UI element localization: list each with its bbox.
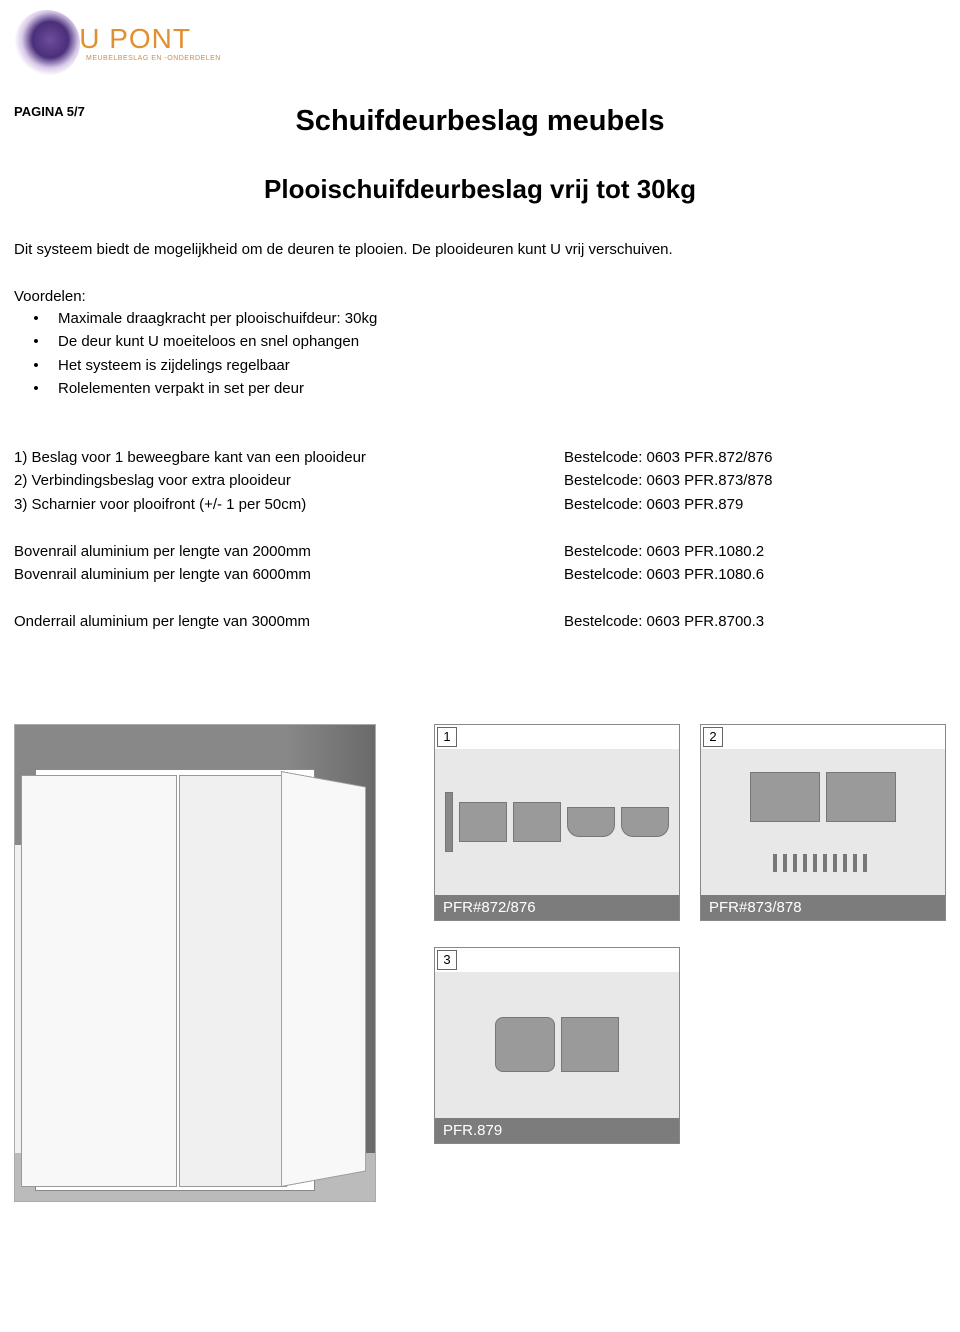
advantage-item: Maximale draagkracht per plooischuifdeur… [14, 307, 946, 330]
hinge-cup-icon [495, 1017, 555, 1072]
part-card: 1 PFR#872/876 [434, 724, 680, 921]
part-number-badge: 2 [703, 727, 723, 747]
allen-key-icon [445, 792, 453, 852]
spec-row: Bovenrail aluminium per lengte van 6000m… [14, 563, 946, 586]
part-card: 3 PFR.879 [434, 947, 680, 1144]
spec-row: 2) Verbindingsbeslag voor extra plooideu… [14, 469, 946, 492]
images-row: 1 PFR#872/876 2 PFR#873/878 [14, 724, 946, 1202]
part-label: PFR#872/876 [435, 895, 679, 920]
screws-icon [773, 854, 873, 872]
part-number-badge: 3 [437, 950, 457, 970]
spec-row: Bovenrail aluminium per lengte van 2000m… [14, 540, 946, 563]
spec-code: Bestelcode: 0603 PFR.873/878 [564, 469, 946, 492]
page-title: Schuifdeurbeslag meubels [14, 105, 946, 138]
spec-group: Bovenrail aluminium per lengte van 2000m… [14, 540, 946, 587]
title-block: Schuifdeurbeslag meubels Plooischuifdeur… [14, 105, 946, 205]
part-card: 2 PFR#873/878 [700, 724, 946, 921]
spec-code: Bestelcode: 0603 PFR.879 [564, 493, 946, 516]
part-image [435, 972, 679, 1118]
spec-code: Bestelcode: 0603 PFR.1080.2 [564, 540, 946, 563]
logo-brand-name: DU PONT [58, 25, 221, 53]
bracket-icon [750, 772, 820, 822]
roller-icon [621, 807, 669, 837]
hardware-block-icon [513, 802, 561, 842]
spec-desc: 1) Beslag voor 1 beweegbare kant van een… [14, 446, 564, 469]
bracket-icon [826, 772, 896, 822]
part-image [435, 749, 679, 895]
spec-row: Onderrail aluminium per lengte van 3000m… [14, 610, 946, 633]
hinge-plate-icon [561, 1017, 619, 1072]
spec-desc: Bovenrail aluminium per lengte van 6000m… [14, 563, 564, 586]
spec-desc: 3) Scharnier voor plooifront (+/- 1 per … [14, 493, 564, 516]
spec-code: Bestelcode: 0603 PFR.8700.3 [564, 610, 946, 633]
spec-desc: 2) Verbindingsbeslag voor extra plooideu… [14, 469, 564, 492]
part-number-badge: 1 [437, 727, 457, 747]
wardrobe-door [179, 775, 287, 1187]
spec-desc: Onderrail aluminium per lengte van 3000m… [14, 610, 564, 633]
logo-text-block: DU PONT MEUBELBESLAG EN -ONDERDELEN [58, 25, 221, 62]
wardrobe-illustration [14, 724, 376, 1202]
advantages-list: Maximale draagkracht per plooischuifdeur… [14, 307, 946, 400]
spec-code: Bestelcode: 0603 PFR.872/876 [564, 446, 946, 469]
part-label: PFR.879 [435, 1118, 679, 1143]
wardrobe-door-open [281, 771, 366, 1187]
advantages-heading: Voordelen: [14, 288, 946, 305]
spec-table: 1) Beslag voor 1 beweegbare kant van een… [14, 446, 946, 634]
hardware-block-icon [459, 802, 507, 842]
page-subtitle: Plooischuifdeurbeslag vrij tot 30kg [14, 174, 946, 205]
spec-row: 1) Beslag voor 1 beweegbare kant van een… [14, 446, 946, 469]
intro-paragraph: Dit systeem biedt de mogelijkheid om de … [14, 239, 946, 260]
logo-tagline: MEUBELBESLAG EN -ONDERDELEN [86, 55, 221, 62]
brand-logo: DU PONT MEUBELBESLAG EN -ONDERDELEN [14, 10, 946, 76]
spec-row: 3) Scharnier voor plooifront (+/- 1 per … [14, 493, 946, 516]
advantage-item: Het systeem is zijdelings regelbaar [14, 354, 946, 377]
spec-group: 1) Beslag voor 1 beweegbare kant van een… [14, 446, 946, 516]
part-image [701, 749, 945, 895]
roller-icon [567, 807, 615, 837]
part-label: PFR#873/878 [701, 895, 945, 920]
advantage-item: De deur kunt U moeiteloos en snel ophang… [14, 330, 946, 353]
spec-desc: Bovenrail aluminium per lengte van 2000m… [14, 540, 564, 563]
catalog-page: DU PONT MEUBELBESLAG EN -ONDERDELEN PAGI… [0, 0, 960, 1222]
logo-swirl-icon [14, 10, 80, 76]
advantage-item: Rolelementen verpakt in set per deur [14, 377, 946, 400]
spec-code: Bestelcode: 0603 PFR.1080.6 [564, 563, 946, 586]
parts-grid: 1 PFR#872/876 2 PFR#873/878 [434, 724, 946, 1144]
wardrobe-door [21, 775, 177, 1187]
spec-group: Onderrail aluminium per lengte van 3000m… [14, 610, 946, 633]
